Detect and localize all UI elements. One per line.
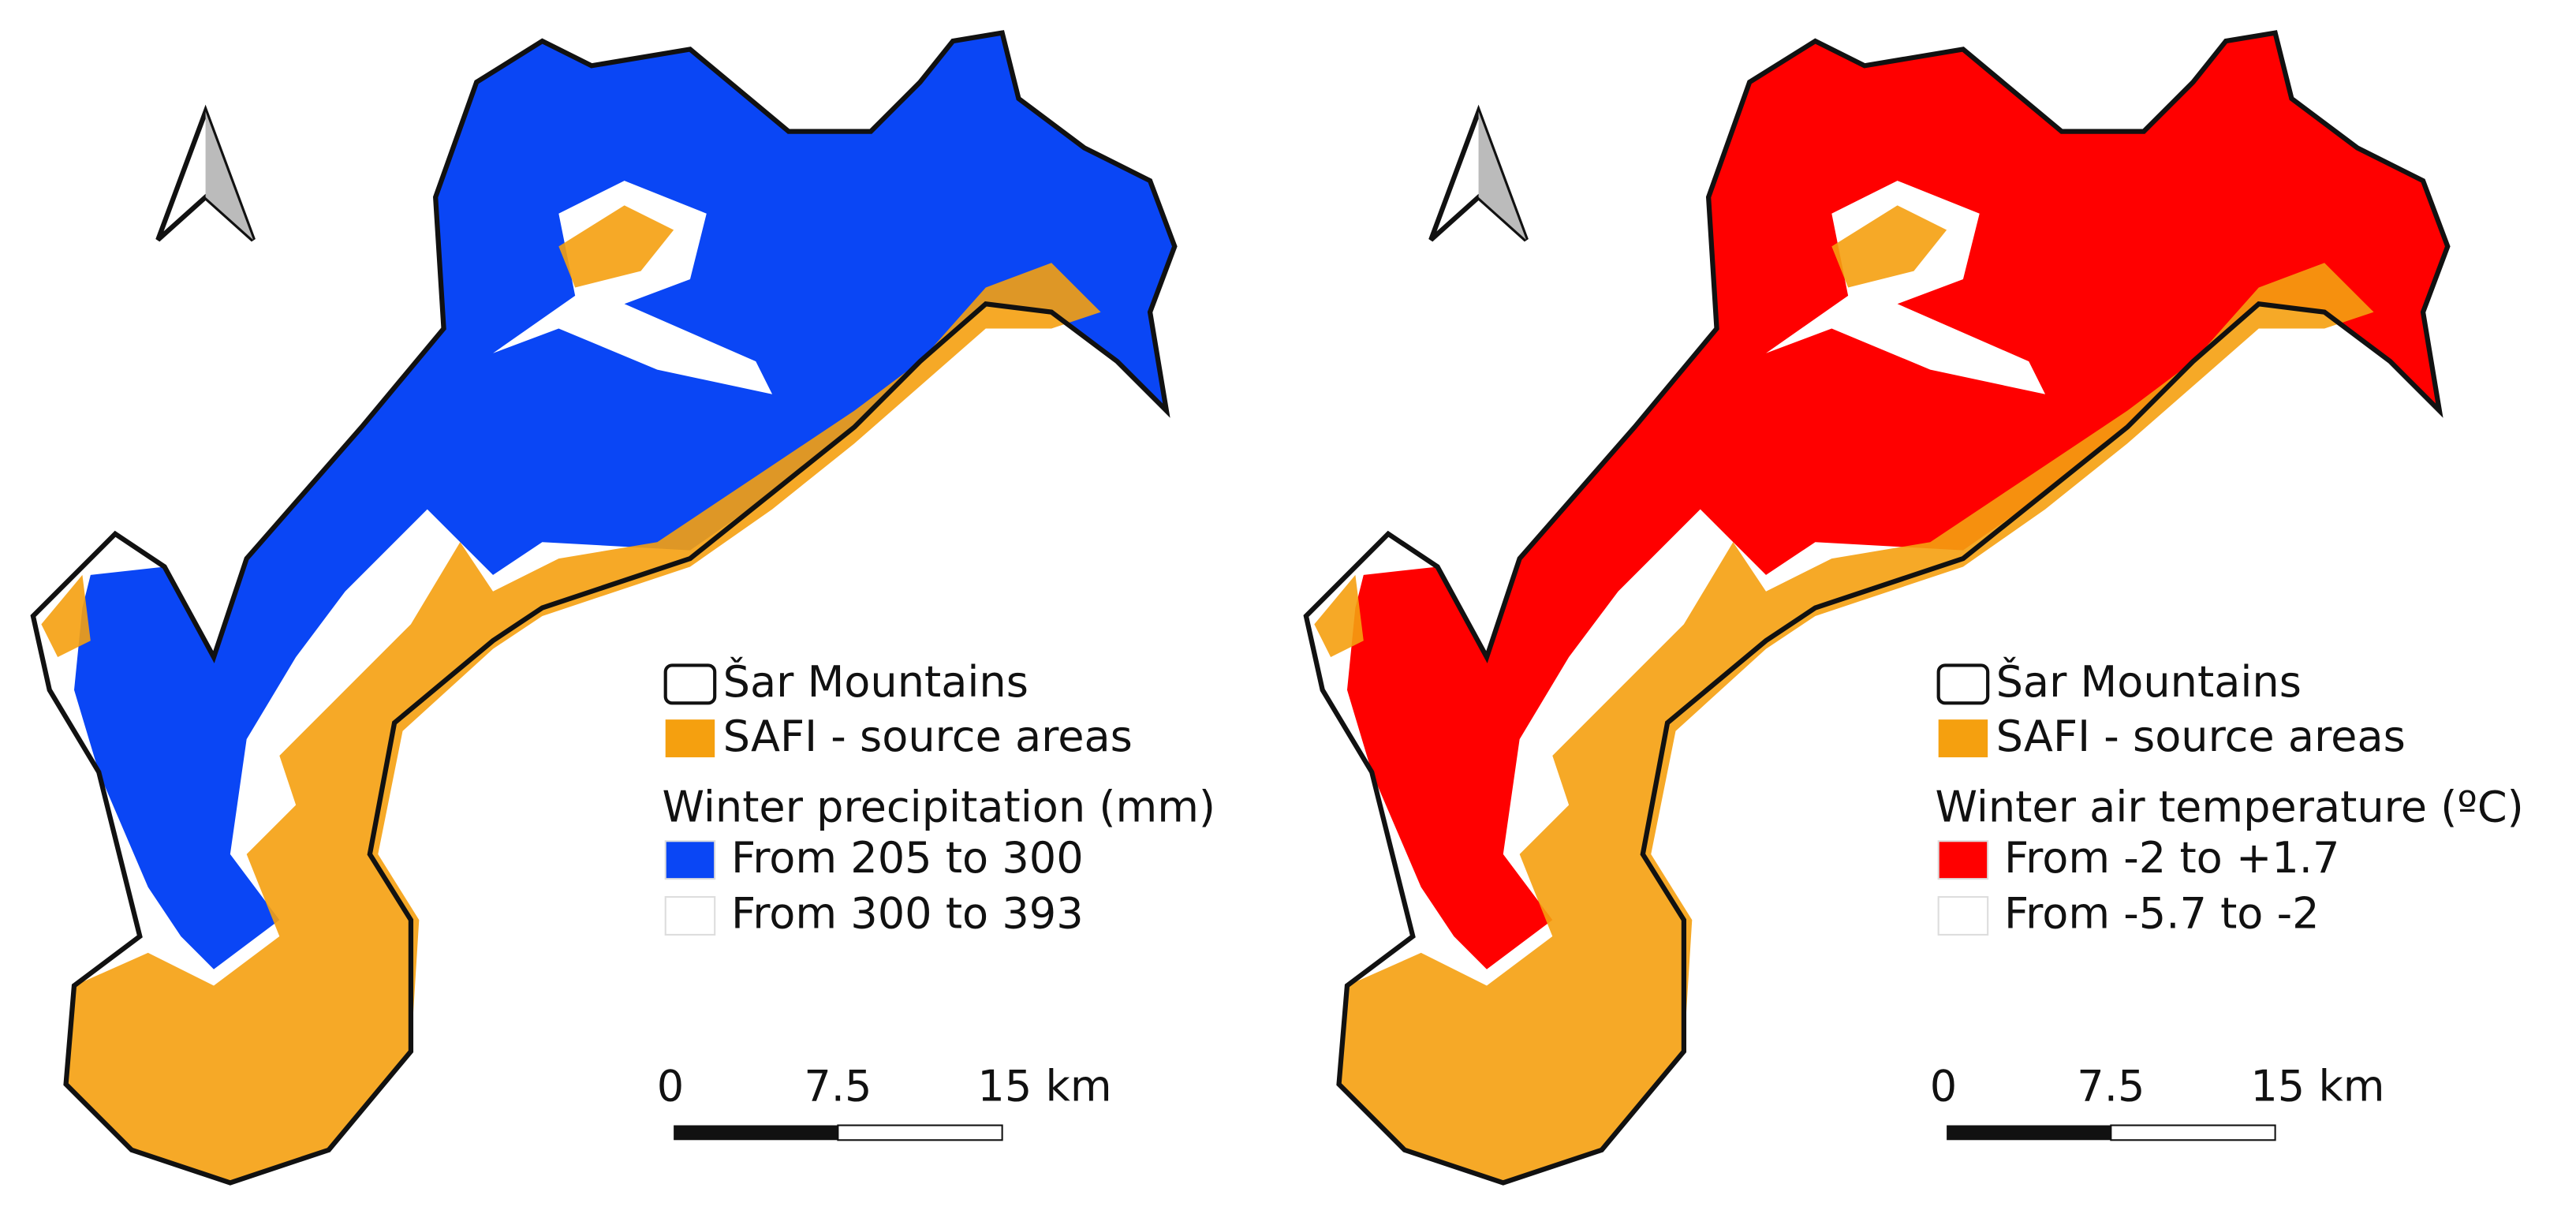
north-arrow-shade xyxy=(1478,111,1526,241)
boundary xyxy=(30,30,1178,1186)
scale-bar-black xyxy=(674,1125,838,1141)
class-area-2 xyxy=(493,181,773,394)
legend-title: Winter air temperature (ºC) xyxy=(1936,782,2524,831)
legend-label: SAFI - source areas xyxy=(1996,712,2406,761)
legend-class-swatch xyxy=(664,840,716,880)
scale-label: 7.5 xyxy=(804,1061,872,1111)
legend-boundary-swatch xyxy=(1936,663,1990,705)
legend-source-swatch xyxy=(1938,719,1988,758)
legend-class-swatch xyxy=(664,896,716,936)
scale-label: 7.5 xyxy=(2077,1061,2145,1111)
legend-class-swatch xyxy=(1937,896,1989,936)
legend-title: Winter precipitation (mm) xyxy=(663,782,1216,831)
source-areas xyxy=(1314,205,2374,1183)
boundary xyxy=(1303,30,2451,1186)
scale-label: 15 km xyxy=(977,1061,1111,1111)
legend-label: Šar Mountains xyxy=(723,657,1029,707)
scale-label: 0 xyxy=(1930,1061,1957,1111)
legend-boundary-swatch xyxy=(663,663,717,705)
legend-label: SAFI - source areas xyxy=(723,712,1133,761)
scale-bar-white xyxy=(2110,1124,2276,1141)
legend-label: Šar Mountains xyxy=(1996,657,2302,707)
class-area-2 xyxy=(1766,181,2046,394)
legend-label: From 205 to 300 xyxy=(731,833,1084,883)
source-areas xyxy=(41,205,1101,1183)
legend-label: From 300 to 393 xyxy=(731,889,1084,939)
class-area xyxy=(74,32,1175,969)
scale-label: 0 xyxy=(657,1061,684,1111)
scale-bar-white xyxy=(837,1124,1003,1141)
legend-source-swatch xyxy=(665,719,715,758)
class-area xyxy=(1346,32,2448,969)
legend-class-swatch xyxy=(1937,840,1989,880)
legend-label: From -5.7 to -2 xyxy=(2004,889,2320,939)
legend-label: From -2 to +1.7 xyxy=(2004,833,2339,883)
scale-label: 15 km xyxy=(2250,1061,2384,1111)
scale-bar-black xyxy=(1947,1125,2111,1141)
map-panel: Šar Mountains SAFI - source areas Winter a… xyxy=(1303,30,2524,1186)
map-panel: Šar Mountains SAFI - source areas Winter p… xyxy=(30,30,1216,1186)
